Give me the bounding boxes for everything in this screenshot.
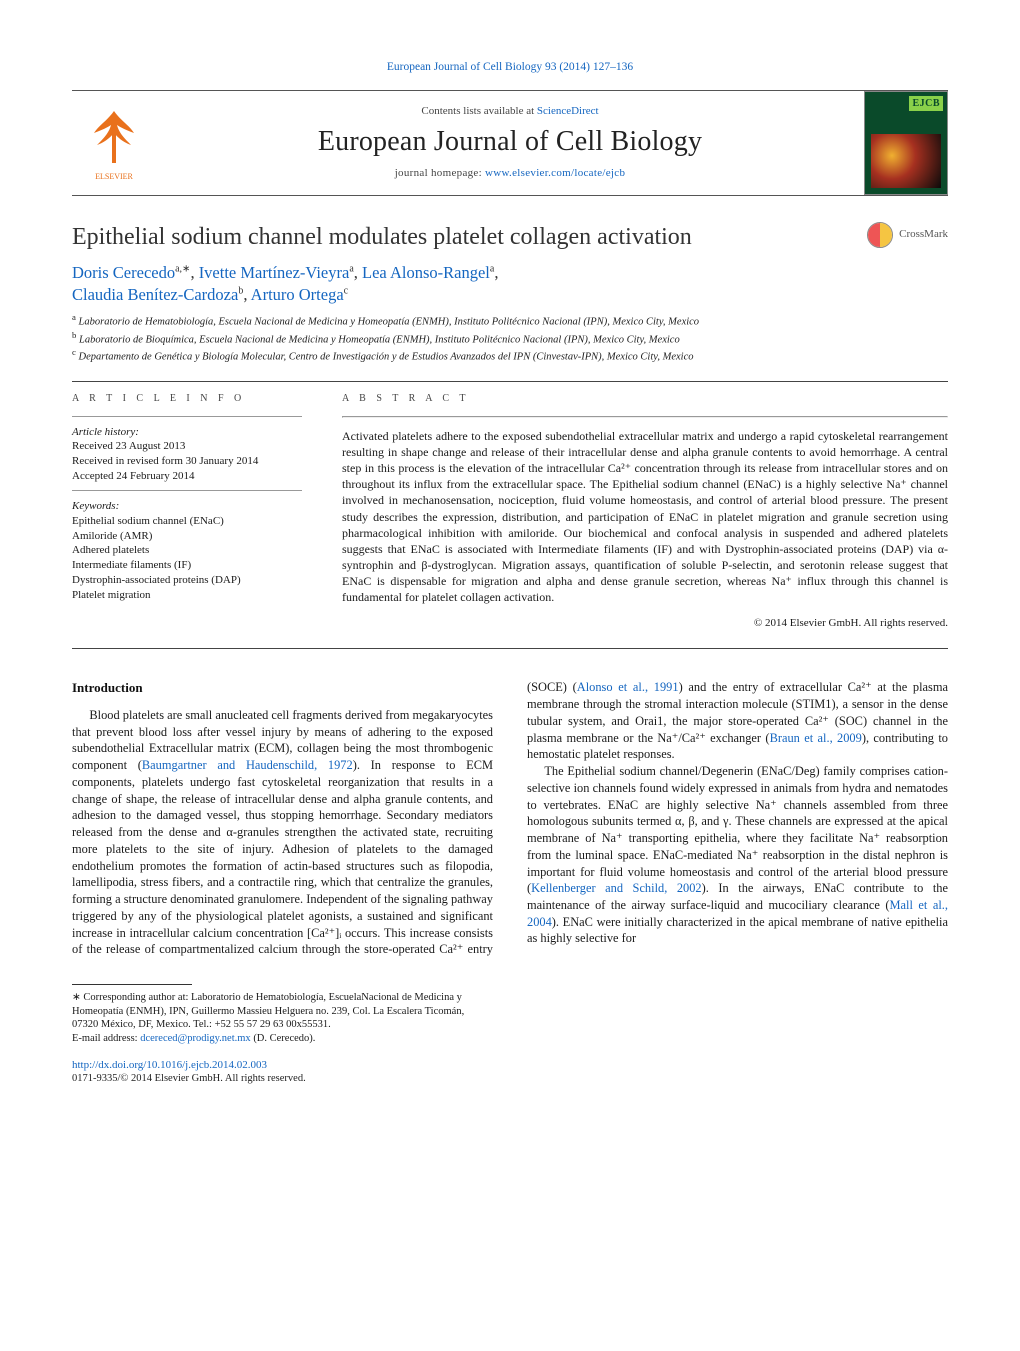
section-rule: [72, 381, 948, 382]
keyword-item: Dystrophin-associated proteins (DAP): [72, 573, 302, 588]
author-link[interactable]: Claudia Benítez-Cardoza: [72, 285, 238, 304]
author-link[interactable]: Lea Alonso-Rangel: [362, 263, 490, 282]
corresponding-author-note: ∗ Corresponding author at: Laboratorio d…: [72, 991, 482, 1032]
journal-homepage-link[interactable]: www.elsevier.com/locate/ejcb: [485, 167, 625, 179]
citation-link[interactable]: Alonso et al., 1991: [577, 680, 679, 694]
contents-lists-line: Contents lists available at ScienceDirec…: [166, 104, 854, 119]
history-item: Received 23 August 2013: [72, 439, 302, 454]
journal-homepage-line: journal homepage: www.elsevier.com/locat…: [166, 166, 854, 181]
section-rule: [72, 648, 948, 649]
author-link[interactable]: Doris Cerecedo: [72, 263, 175, 282]
journal-title: European Journal of Cell Biology: [166, 123, 854, 161]
keyword-item: Epithelial sodium channel (ENaC): [72, 514, 302, 529]
article-info-column: a r t i c l e i n f o Article history: R…: [72, 392, 302, 630]
abstract-column: a b s t r a c t Activated platelets adhe…: [342, 392, 948, 630]
crossmark-icon: [867, 222, 893, 248]
keyword-item: Platelet migration: [72, 588, 302, 603]
body-paragraph: The Epithelial sodium channel/Degenerin …: [527, 763, 948, 947]
keyword-item: Amiloride (AMR): [72, 529, 302, 544]
citation-link[interactable]: Kellenberger and Schild, 2002: [531, 881, 702, 895]
article-body: Introduction Blood platelets are small a…: [72, 679, 948, 958]
abstract-text: Activated platelets adhere to the expose…: [342, 428, 948, 606]
journal-cover-badge: EJCB: [909, 96, 943, 112]
abstract-copyright: © 2014 Elsevier GmbH. All rights reserve…: [342, 616, 948, 631]
author-link[interactable]: Arturo Ortega: [251, 285, 344, 304]
author-list: Doris Cerecedoa,∗, Ivette Martínez-Vieyr…: [72, 262, 948, 307]
email-line: E-mail address: dcereced@prodigy.net.mx …: [72, 1032, 482, 1046]
keyword-item: Adhered platelets: [72, 543, 302, 558]
abstract-heading: a b s t r a c t: [342, 392, 948, 406]
article-history-label: Article history:: [72, 425, 302, 440]
journal-cover-image: [871, 134, 941, 188]
keyword-item: Intermediate filaments (IF): [72, 558, 302, 573]
elsevier-tree-icon: ELSEVIER: [79, 103, 149, 183]
section-heading-introduction: Introduction: [72, 679, 493, 697]
article-title: Epithelial sodium channel modulates plat…: [72, 222, 853, 252]
citation-link[interactable]: Braun et al., 2009: [770, 731, 862, 745]
sub-rule: [72, 416, 302, 417]
footnotes: ∗ Corresponding author at: Laboratorio d…: [72, 991, 482, 1046]
elsevier-logo: ELSEVIER: [72, 97, 156, 189]
journal-citation-link[interactable]: European Journal of Cell Biology 93 (201…: [387, 61, 633, 73]
affiliations: a Laboratorio de Hematobiología, Escuela…: [72, 312, 948, 365]
history-item: Accepted 24 February 2014: [72, 469, 302, 484]
masthead: ELSEVIER Contents lists available at Sci…: [72, 90, 948, 196]
doi-block: http://dx.doi.org/10.1016/j.ejcb.2014.02…: [72, 1058, 948, 1087]
journal-citation-line: European Journal of Cell Biology 93 (201…: [72, 60, 948, 76]
sub-rule: [342, 416, 948, 418]
citation-link[interactable]: Baumgartner and Haudenschild, 1972: [142, 758, 353, 772]
journal-cover-thumb: EJCB: [864, 91, 948, 195]
footnote-rule: [72, 984, 192, 985]
crossmark-badge[interactable]: CrossMark: [867, 222, 948, 248]
crossmark-label: CrossMark: [899, 227, 948, 242]
keywords-label: Keywords:: [72, 499, 302, 514]
sciencedirect-link[interactable]: ScienceDirect: [537, 105, 599, 117]
doi-link[interactable]: http://dx.doi.org/10.1016/j.ejcb.2014.02…: [72, 1059, 267, 1071]
issn-copyright-line: 0171-9335/© 2014 Elsevier GmbH. All righ…: [72, 1072, 948, 1086]
author-link[interactable]: Ivette Martínez-Vieyra: [199, 263, 350, 282]
history-item: Received in revised form 30 January 2014: [72, 454, 302, 469]
email-link[interactable]: dcereced@prodigy.net.mx: [140, 1033, 250, 1044]
sub-rule: [72, 490, 302, 491]
elsevier-wordmark: ELSEVIER: [95, 172, 133, 181]
article-info-heading: a r t i c l e i n f o: [72, 392, 302, 406]
